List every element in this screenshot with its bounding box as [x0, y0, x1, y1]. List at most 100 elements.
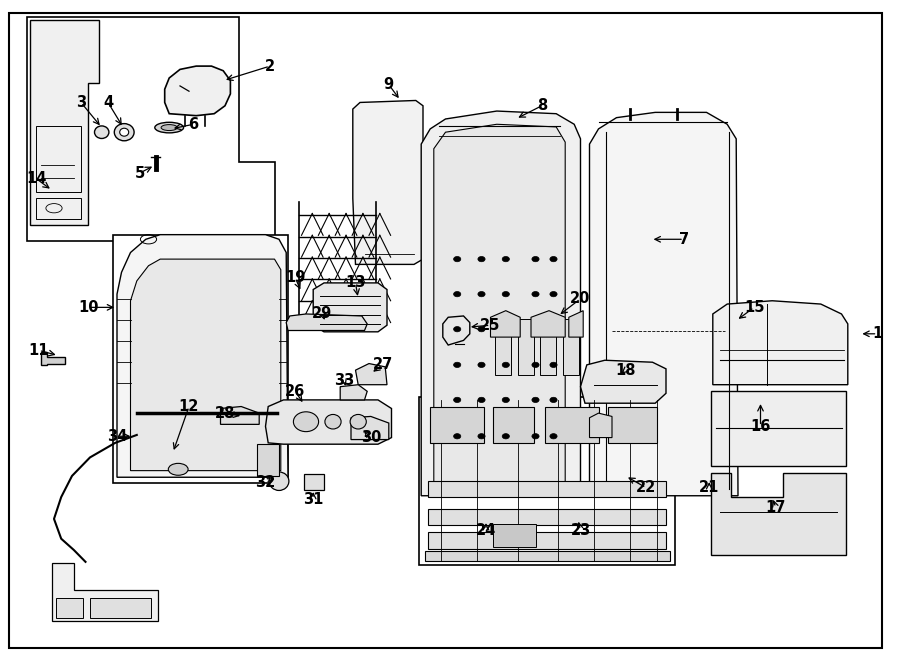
Ellipse shape	[502, 362, 509, 368]
Ellipse shape	[454, 397, 461, 403]
Text: 27: 27	[373, 358, 392, 372]
Bar	[112, 235, 288, 483]
Ellipse shape	[161, 124, 177, 131]
Polygon shape	[713, 301, 848, 385]
Polygon shape	[531, 311, 565, 337]
Ellipse shape	[532, 362, 539, 368]
Polygon shape	[286, 314, 367, 330]
Polygon shape	[491, 311, 520, 337]
Ellipse shape	[120, 128, 129, 136]
Polygon shape	[580, 360, 666, 403]
Polygon shape	[40, 352, 65, 365]
Text: 19: 19	[285, 270, 305, 285]
Text: 26: 26	[285, 384, 305, 399]
Bar	[36, 126, 81, 192]
Polygon shape	[495, 319, 511, 375]
Ellipse shape	[350, 414, 366, 429]
Polygon shape	[165, 66, 230, 116]
Text: 20: 20	[571, 292, 590, 306]
Ellipse shape	[550, 327, 557, 332]
Bar	[36, 198, 81, 219]
Polygon shape	[340, 385, 367, 400]
Ellipse shape	[550, 362, 557, 368]
Bar	[430, 407, 484, 443]
Bar	[304, 474, 324, 490]
Polygon shape	[518, 319, 534, 375]
Ellipse shape	[325, 414, 341, 429]
Ellipse shape	[269, 472, 289, 490]
Bar	[428, 481, 666, 497]
Polygon shape	[266, 400, 392, 444]
Ellipse shape	[478, 292, 485, 297]
Bar	[418, 397, 675, 565]
Polygon shape	[52, 563, 158, 621]
Polygon shape	[590, 413, 612, 438]
Bar	[90, 598, 151, 618]
Text: 29: 29	[312, 307, 332, 321]
Text: 33: 33	[334, 373, 354, 387]
Polygon shape	[540, 319, 556, 375]
Ellipse shape	[454, 362, 461, 368]
Bar	[56, 598, 83, 618]
Polygon shape	[27, 17, 274, 241]
Text: 1: 1	[872, 327, 883, 341]
Polygon shape	[711, 473, 846, 555]
Polygon shape	[313, 283, 387, 332]
Text: 32: 32	[256, 475, 275, 490]
Text: 3: 3	[76, 95, 86, 110]
Ellipse shape	[532, 434, 539, 439]
Ellipse shape	[550, 292, 557, 297]
Ellipse shape	[550, 256, 557, 262]
Ellipse shape	[478, 434, 485, 439]
Ellipse shape	[532, 397, 539, 403]
Polygon shape	[711, 391, 846, 466]
Ellipse shape	[502, 292, 509, 297]
Ellipse shape	[478, 327, 485, 332]
Text: 31: 31	[303, 492, 323, 506]
Polygon shape	[562, 319, 579, 375]
Bar	[493, 407, 534, 443]
Ellipse shape	[532, 327, 539, 332]
Polygon shape	[569, 311, 583, 337]
Text: 34: 34	[107, 429, 127, 444]
Text: 17: 17	[766, 500, 786, 515]
Text: 9: 9	[383, 77, 394, 92]
Text: 5: 5	[134, 166, 145, 180]
Ellipse shape	[532, 256, 539, 262]
Bar	[425, 551, 670, 561]
Ellipse shape	[454, 434, 461, 439]
Ellipse shape	[502, 256, 509, 262]
Polygon shape	[590, 112, 738, 496]
Ellipse shape	[550, 397, 557, 403]
Text: 22: 22	[636, 481, 656, 495]
Ellipse shape	[502, 397, 509, 403]
Ellipse shape	[502, 327, 509, 332]
Polygon shape	[117, 235, 288, 477]
Bar	[544, 407, 598, 443]
Text: 4: 4	[103, 95, 113, 110]
Polygon shape	[351, 416, 389, 440]
Polygon shape	[353, 100, 423, 264]
Polygon shape	[220, 407, 259, 424]
Ellipse shape	[454, 327, 461, 332]
Polygon shape	[130, 259, 281, 471]
Text: 8: 8	[536, 98, 547, 113]
Ellipse shape	[454, 256, 461, 262]
Text: 12: 12	[179, 399, 199, 414]
Text: 28: 28	[215, 406, 235, 420]
Polygon shape	[30, 20, 99, 225]
Text: 23: 23	[571, 523, 590, 537]
Ellipse shape	[155, 122, 184, 133]
Polygon shape	[434, 124, 565, 488]
Text: 24: 24	[476, 523, 496, 537]
Ellipse shape	[168, 463, 188, 475]
Ellipse shape	[550, 434, 557, 439]
Bar	[608, 407, 657, 443]
Text: 11: 11	[29, 343, 49, 358]
Text: 25: 25	[481, 318, 500, 332]
Ellipse shape	[293, 412, 319, 432]
Text: 7: 7	[679, 232, 689, 247]
Polygon shape	[421, 111, 580, 496]
Polygon shape	[356, 364, 387, 385]
Text: 18: 18	[616, 363, 635, 377]
